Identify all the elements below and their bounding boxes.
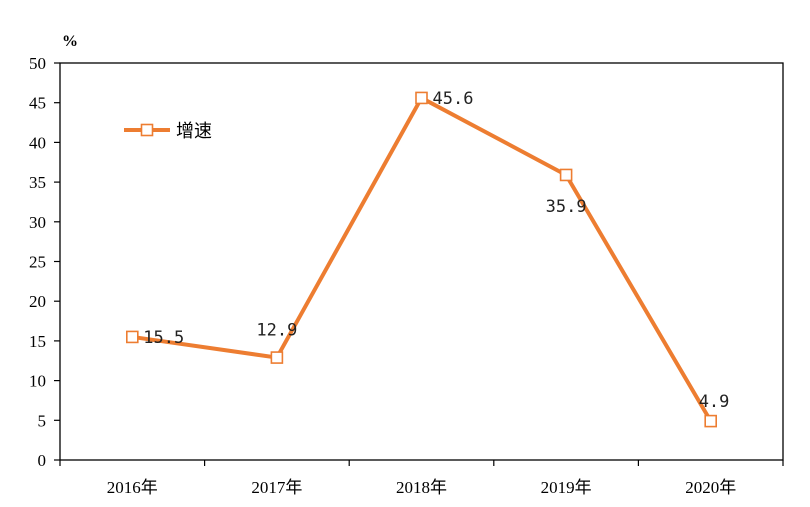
data-label: 4.9 — [699, 392, 730, 412]
plot-area — [59, 62, 784, 461]
y-tick-label: 35 — [29, 173, 46, 192]
data-label: 15.5 — [143, 328, 184, 348]
y-tick-label: 20 — [29, 292, 46, 311]
data-point — [126, 330, 139, 344]
x-tick-label: 2020年 — [685, 478, 736, 497]
legend-label: 增速 — [176, 121, 212, 142]
data-point — [559, 168, 573, 182]
data-label: 35.9 — [546, 197, 587, 217]
y-tick-label: 0 — [38, 451, 47, 470]
y-tick-label: 30 — [29, 213, 46, 232]
y-axis: 0 5 10 15 20 25 30 35 40 45 50 — [29, 54, 60, 470]
data-label: 12.9 — [256, 321, 297, 341]
legend: 增速 — [124, 121, 212, 142]
y-tick-label: 45 — [29, 94, 46, 113]
data-point — [704, 414, 718, 428]
y-tick-label: 50 — [29, 54, 46, 73]
legend-marker-swatch — [140, 123, 154, 137]
data-point — [270, 351, 284, 364]
series-layer: 15.5 12.9 45.6 35.9 4.9 — [126, 89, 730, 428]
data-label: 45.6 — [433, 89, 474, 109]
x-tick-label: 2016年 — [107, 478, 158, 497]
x-axis: 2016年 2017年 2018年 2019年 2020年 — [59, 460, 784, 497]
x-tick-label: 2019年 — [541, 478, 592, 497]
x-tick-label: 2017年 — [251, 478, 302, 497]
y-tick-label: 40 — [29, 133, 46, 152]
y-tick-label: 15 — [29, 332, 46, 351]
y-tick-label: 25 — [29, 253, 46, 272]
data-point — [415, 91, 428, 105]
x-tick-label: 2018年 — [396, 478, 447, 497]
y-unit-label: % — [62, 33, 78, 50]
y-tick-label: 5 — [38, 411, 47, 430]
y-tick-label: 10 — [29, 372, 46, 391]
